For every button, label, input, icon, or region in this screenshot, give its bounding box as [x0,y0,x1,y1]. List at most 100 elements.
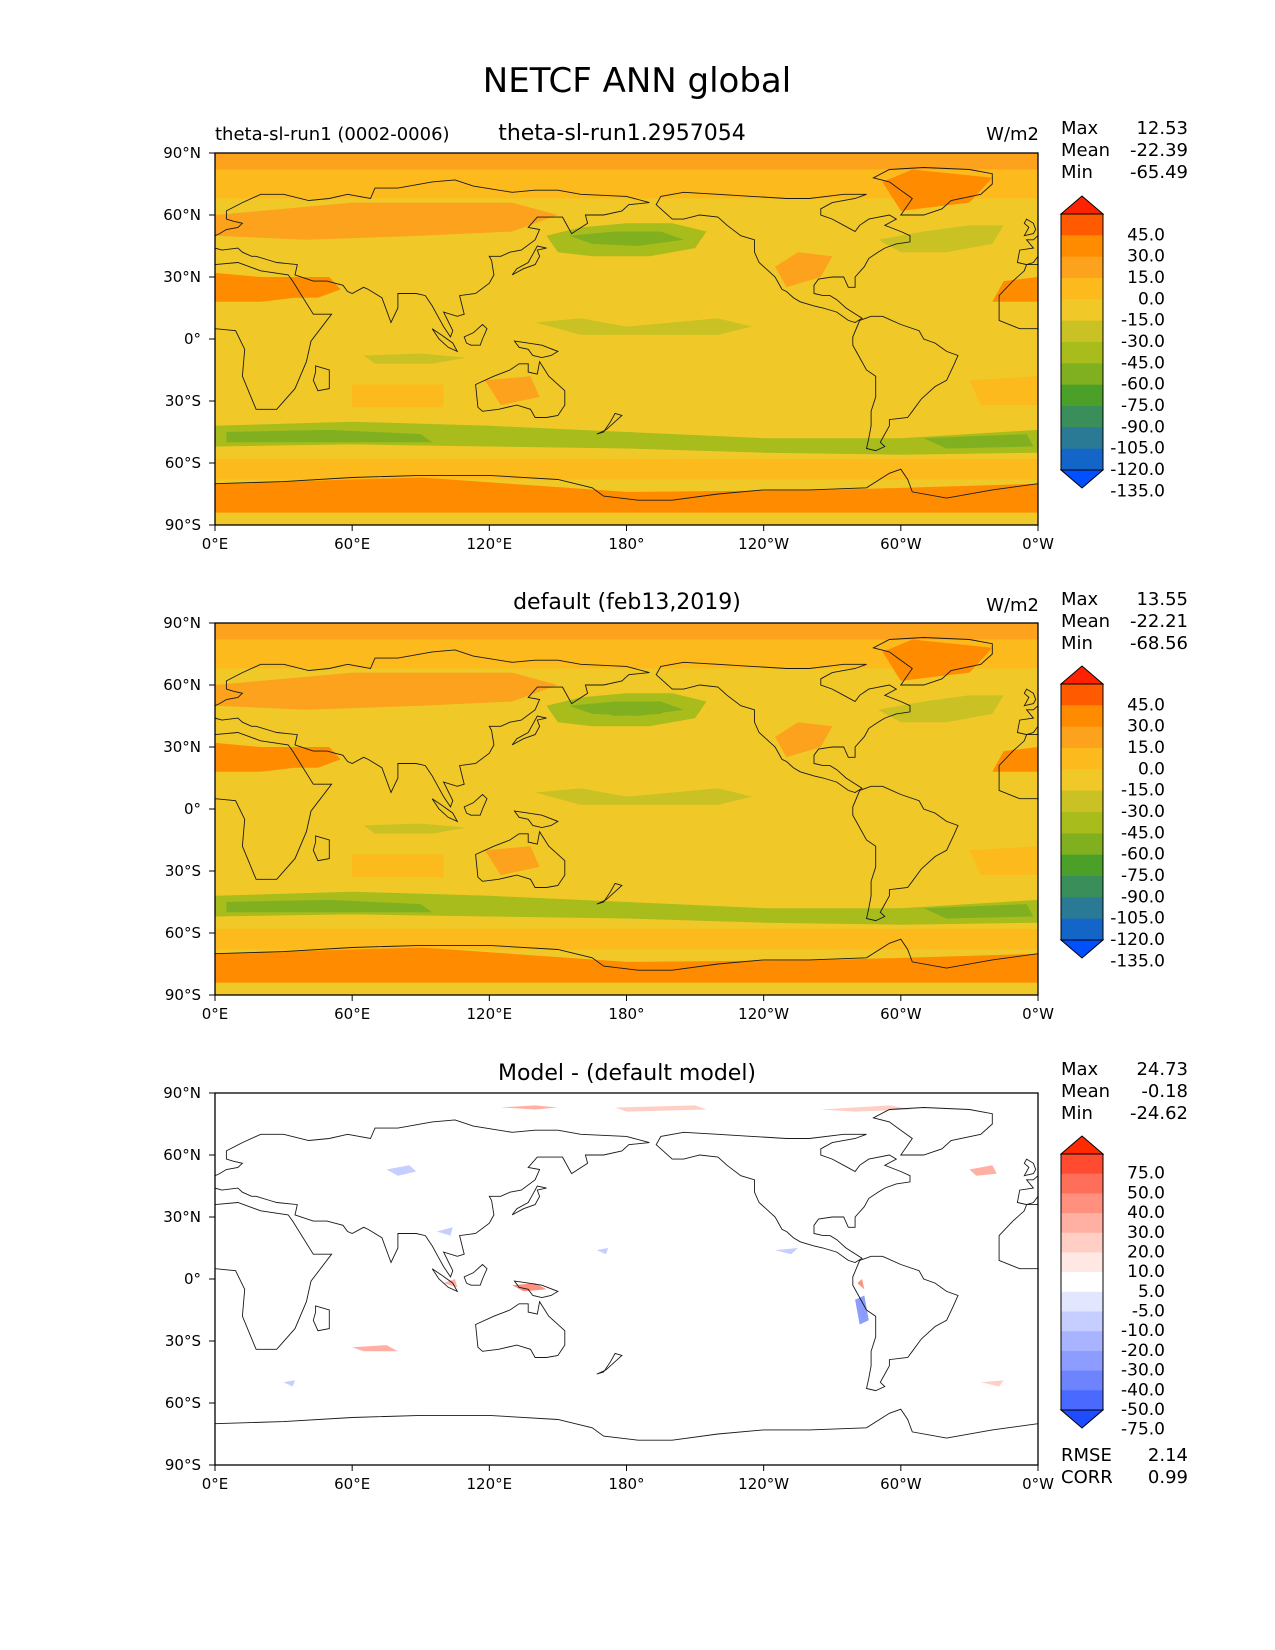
colorbar-label: -75.0 [1121,396,1165,416]
lon-tick-label: 0°W [1022,535,1054,553]
panel-1-map-coastline [655,191,911,323]
panel-1-units: W/m2 [986,124,1039,145]
panel-2-map-patch [484,846,540,876]
panel-2-units: W/m2 [986,595,1039,616]
panel-2-map-patch [363,823,467,834]
panel-3-title: Model - (default model) [498,1061,756,1086]
colorbar-segment [1061,897,1103,920]
lat-tick-label: 90°S [165,516,201,534]
panel-1-left-label: theta-sl-run1 (0002-0006) [215,124,450,145]
colorbar-segment [1061,214,1103,236]
lat-tick-label: 90°N [163,1084,201,1102]
panel-1-map-patch [882,169,993,211]
panel-2-map-coastline [431,798,459,823]
colorbar-segment [1061,1193,1103,1214]
colorbar-segment [1061,427,1103,450]
panel-2: default (feb13,2019) W/m2 90°N 60°N 30°N 0°… [163,589,1188,1023]
colorbar-label: -30.0 [1121,332,1165,352]
panel-3-map-coastline [475,1300,566,1358]
panel-1-map-patch [215,153,1038,170]
panel-1-map-coastline [312,365,330,392]
panel-1-lat-ticks: 90°N 60°N 30°N 0° 30°S 60°S 90°S [163,144,215,534]
panel-1-stat-mean-label: Mean [1061,140,1110,161]
panel-2-stat-mean-label: Mean [1061,611,1110,632]
panel-3-map [214,1092,1039,1466]
panel-3-map-patch [596,1248,609,1255]
panel-3-map-coastline [1016,1175,1038,1206]
panel-3-map-patch [775,1248,798,1255]
colorbar-segment [1061,256,1103,279]
panel-3-map-coastline [596,1352,623,1375]
colorbar-segment [1061,342,1103,364]
panel-2-map-coastline [998,734,1038,800]
lon-tick-label: 120°W [738,1475,789,1493]
panel-2-map-tropics [215,757,1038,882]
colorbar-label: -40.0 [1121,1380,1165,1400]
colorbar-segment [1061,684,1103,706]
colorbar-label: 0.0 [1138,289,1165,309]
panel-3-map-coastline [511,1185,547,1216]
panel-2-map-coastline [872,637,993,686]
panel-1-lon-ticks: 0°E 60°E 120°E 180° 120°W 60°W 0°W [202,525,1054,553]
panel-3-map-coastline [998,1204,1038,1270]
panel-2-map-patch [226,899,433,913]
panel-3-map-patch [283,1380,295,1387]
panel-3-map-patch [436,1227,453,1236]
lon-tick-label: 60°W [880,1475,922,1493]
colorbar-segment [1061,833,1103,856]
lon-tick-label: 120°E [467,1005,513,1023]
colorbar-segment [1061,748,1103,770]
lon-tick-label: 120°W [738,535,789,553]
colorbar-label: -135.0 [1110,951,1165,971]
colorbar-label: -30.0 [1121,1361,1165,1381]
colorbar-top-extend [1059,1135,1105,1155]
colorbar-label: 45.0 [1127,695,1165,715]
colorbar-bottom-extend [1059,939,1105,959]
lon-tick-label: 0°E [202,535,229,553]
panel-2-map-patch [352,854,444,878]
panel-3-map-coastline [513,1280,559,1299]
colorbar-segment [1061,1350,1103,1372]
colorbar-top-extend [1059,195,1105,215]
panel-2-colorbar: 45.030.015.00.0-15.0-30.0-45.0-60.0-75.0… [1059,665,1165,971]
panel-1-stat-max-value: 12.53 [1136,118,1188,139]
colorbar-label: 30.0 [1127,1223,1165,1243]
colorbar-label: 40.0 [1127,1203,1165,1223]
panel-1-map-patch [535,318,753,335]
lat-tick-label: 90°S [165,986,201,1004]
panel-2-stat-min-label: Min [1061,633,1093,654]
colorbar-segment [1061,918,1103,941]
panel-3-map-field [215,1093,1038,1465]
panel-2-map-patch [775,722,833,758]
panel-1-map-patch [873,334,929,373]
colorbar-segment [1061,1390,1103,1411]
panel-1-stat-min-label: Min [1061,162,1093,183]
colorbar-label: -50.0 [1121,1400,1165,1420]
colorbar-label: -30.0 [1121,802,1165,822]
colorbar-segment [1061,1311,1103,1332]
panel-1-stat-max-label: Max [1061,118,1099,139]
lon-tick-label: 180° [608,1475,644,1493]
colorbar-segment [1061,854,1103,877]
panel-3-map-background [215,1093,1038,1465]
lat-tick-label: 60°N [163,206,201,224]
colorbar-label: 15.0 [1127,738,1165,758]
panel-3-stat-mean-label: Mean [1061,1081,1110,1102]
panel-1-map-coastline [215,468,1038,525]
panel-2-map-patch [923,904,1034,919]
panel-1-stat-mean-value: -22.39 [1130,140,1188,161]
panel-3-map-patch [980,1380,1004,1387]
lat-tick-label: 90°S [165,1456,201,1474]
panel-3-lon-ticks: 0°E 60°E 120°E 180° 120°W 60°W 0°W [202,1465,1054,1493]
panel-3-map-coastline [312,1305,330,1332]
panel-3-map-patch [857,1279,865,1290]
panel-1-map-coastline [511,245,547,276]
panel-2-stat-max-value: 13.55 [1136,589,1188,610]
panel-1-stat-min-value: -65.49 [1130,162,1188,183]
colorbar-segment [1061,384,1103,407]
panel-1-colorbar: 45.030.015.00.0-15.0-30.0-45.0-60.0-75.0… [1059,195,1165,501]
colorbar-segment [1061,235,1103,258]
lon-tick-label: 0°E [202,1475,229,1493]
lat-tick-label: 60°N [163,676,201,694]
panel-2-map-patch [878,695,1004,723]
